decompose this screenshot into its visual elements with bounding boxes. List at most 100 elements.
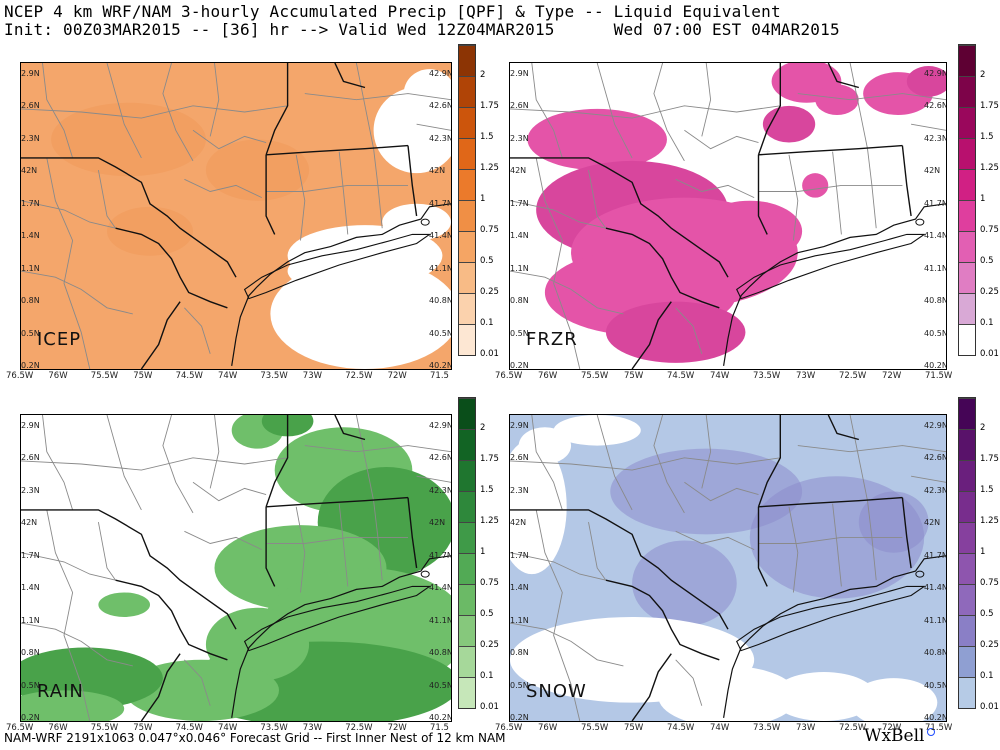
colorbar-swatch <box>459 460 475 491</box>
colorbar-swatch <box>459 429 475 460</box>
lat-label-left: 0.5N <box>21 680 40 690</box>
icep-panel: ICEP 2.9N 2.6N 2.3N 42N 1.7N 1.4N 1.1N 0.8N 0.5N 0… <box>20 62 452 370</box>
lat-label-left: 1.1N <box>21 615 40 625</box>
colorbar-swatch <box>459 169 475 200</box>
colorbar-label: 0.01 <box>480 702 499 712</box>
lon-label: 71.5 <box>430 723 449 733</box>
lat-label-left: 0.5N <box>510 680 529 690</box>
colorbar-swatch <box>459 324 475 355</box>
lon-label: 72W <box>882 723 902 733</box>
colorbar-swatch <box>459 646 475 677</box>
colorbar-label: 2 <box>980 423 986 433</box>
lon-label: 71.5 <box>430 371 449 381</box>
colorbar-swatch <box>459 491 475 522</box>
lat-label-right: 40.2N <box>429 361 452 370</box>
lon-label: 74W <box>710 723 730 733</box>
colorbar-label: 0.75 <box>980 225 999 235</box>
lat-label-right: 41.1N <box>924 263 947 273</box>
colorbar-swatch <box>959 138 975 169</box>
colorbar-label: 1.75 <box>980 101 999 111</box>
lat-label-left: 1.4N <box>21 231 40 241</box>
colorbar-label: 0.1 <box>480 671 494 681</box>
colorbar-label: 2 <box>480 70 486 80</box>
lat-label-left: 42N <box>21 518 38 528</box>
colorbar-label: 0.5 <box>980 256 994 266</box>
lon-label: 73.5W <box>260 723 288 733</box>
colorbar-swatch <box>959 45 975 76</box>
lon-label: 74W <box>710 371 730 381</box>
icep-type-label: ICEP <box>37 329 82 350</box>
lat-label-right: 41.4N <box>924 231 947 241</box>
lon-label: 72W <box>387 371 407 381</box>
colorbar-swatch <box>959 553 975 584</box>
colorbar-label: 0.5 <box>480 609 494 619</box>
lat-label-right: 42.9N <box>924 69 947 78</box>
lat-label-right: 40.5N <box>924 680 947 690</box>
lat-label-right: 42.6N <box>429 101 452 111</box>
lat-label-left: 0.2N <box>510 361 529 370</box>
colorbar-label: 1.25 <box>480 516 499 526</box>
colorbar-label: 1.5 <box>980 132 994 142</box>
colorbar-swatch <box>959 324 975 355</box>
frzr-type-label: FRZR <box>526 329 578 350</box>
lat-label-right: 42.3N <box>924 133 947 143</box>
lon-label: 72.5W <box>839 371 867 381</box>
lon-label: 73W <box>796 723 816 733</box>
lat-label-left: 1.7N <box>510 198 529 208</box>
lat-label-left: 0.2N <box>21 361 40 370</box>
colorbar-label: 0.01 <box>980 702 999 712</box>
rain-type-label: RAIN <box>37 681 84 702</box>
lon-label: 75.5W <box>581 371 609 381</box>
colorbar-swatch <box>959 76 975 107</box>
lat-label-right: 41.7N <box>429 198 452 208</box>
colorbar-label: 0.1 <box>980 671 994 681</box>
lat-label-left: 1.7N <box>21 550 40 560</box>
colorbar-label: 2 <box>980 70 986 80</box>
colorbar-swatch <box>959 262 975 293</box>
colorbar-label: 1 <box>480 547 486 557</box>
lat-label-right: 40.8N <box>924 296 947 306</box>
lat-label-left: 2.9N <box>510 421 529 430</box>
lon-label: 76.5W <box>495 723 523 733</box>
lat-label-left: 1.4N <box>510 583 529 593</box>
colorbar-label: 0.01 <box>480 349 499 359</box>
colorbar-label: 1.75 <box>980 454 999 464</box>
lon-label: 74W <box>218 371 238 381</box>
lat-label-right: 40.2N <box>924 361 947 370</box>
lat-label-right: 41.1N <box>429 615 452 625</box>
lon-label: 74.5W <box>175 371 203 381</box>
icep-colorbar <box>458 44 476 356</box>
lat-label-right: 40.8N <box>429 648 452 658</box>
colorbar-swatch <box>959 169 975 200</box>
frzr-colorbar <box>958 44 976 356</box>
lat-label-left: 0.5N <box>21 328 40 338</box>
lat-label-left: 1.1N <box>21 263 40 273</box>
colorbar-label: 0.5 <box>480 256 494 266</box>
colorbar-swatch <box>959 491 975 522</box>
lat-label-left: 1.4N <box>21 583 40 593</box>
colorbar-swatch <box>959 677 975 708</box>
colorbar-swatch <box>959 429 975 460</box>
colorbar-label: 0.1 <box>480 318 494 328</box>
snow-map <box>510 415 946 721</box>
lat-label-left: 2.3N <box>21 133 40 143</box>
lon-label: 71.5W <box>925 723 953 733</box>
lon-label: 73.5W <box>753 371 781 381</box>
lat-label-right: 41.4N <box>429 583 452 593</box>
lat-label-right: 41.4N <box>924 583 947 593</box>
lon-label: 76.5W <box>6 371 34 381</box>
lat-label-right: 40.2N <box>429 713 452 722</box>
rain-colorbar <box>458 397 476 709</box>
lat-label-left: 1.7N <box>21 198 40 208</box>
lon-label: 74.5W <box>175 723 203 733</box>
rain-map <box>21 415 451 721</box>
lat-label-right: 42.3N <box>924 485 947 495</box>
colorbar-label: 1.25 <box>980 516 999 526</box>
rain-panel: RAIN 2.9N 2.6N 2.3N 42N 1.7N 1.4N 1.1N 0.8N 0.5N 0… <box>20 414 452 722</box>
wxbell-logo: WxBell <box>864 726 935 746</box>
colorbar-swatch <box>959 615 975 646</box>
colorbar-swatch <box>459 45 475 76</box>
lat-label-left: 0.2N <box>21 713 40 722</box>
lon-label: 75W <box>624 723 644 733</box>
lon-label: 73W <box>796 371 816 381</box>
